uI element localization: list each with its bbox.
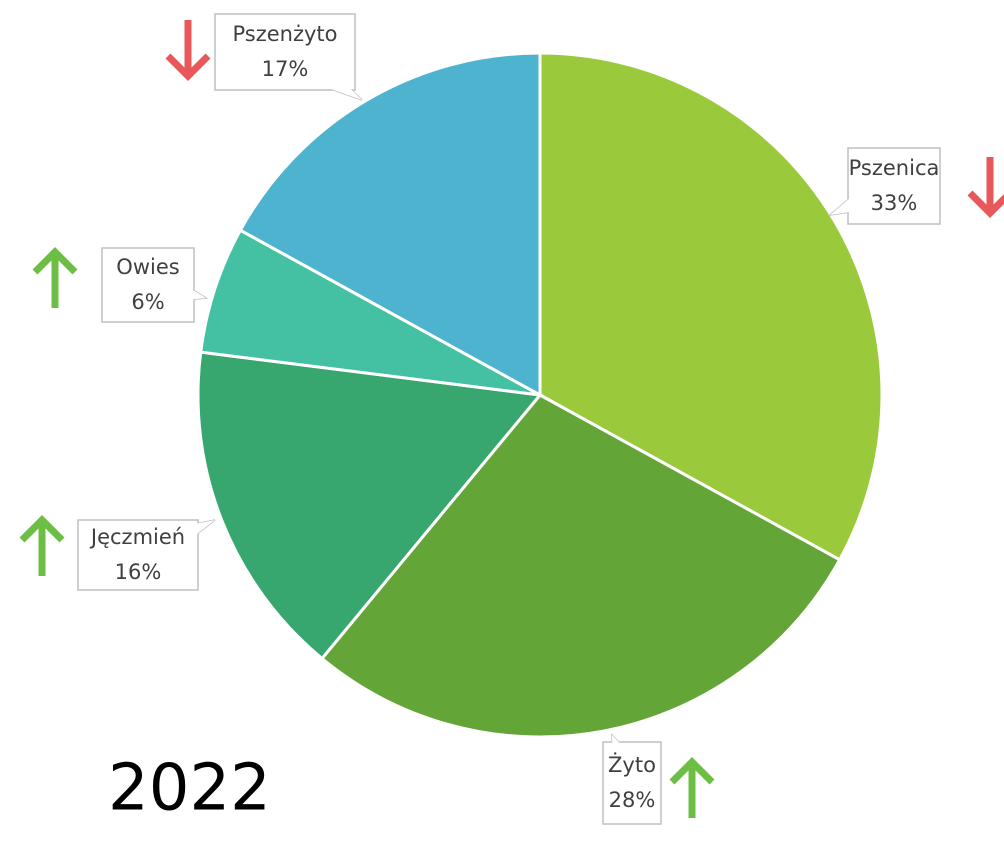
trend-arrow	[165, 20, 211, 81]
data-label: Owies 6%	[32, 247, 209, 323]
pie-slice	[319, 393, 842, 739]
value-label: 28%	[609, 788, 656, 812]
category-label: Pszenica	[849, 156, 940, 180]
pie-slice	[538, 51, 884, 562]
value-label: 6%	[131, 290, 164, 314]
category-label: Pszenżyto	[232, 22, 337, 46]
data-label: Pszenżyto 17%	[165, 13, 363, 101]
trend-arrow	[32, 247, 78, 308]
callout-pointer-fill	[612, 735, 632, 763]
value-label: 33%	[871, 191, 918, 215]
trend-arrow	[967, 157, 1004, 218]
chart-title: 2022	[108, 752, 271, 826]
callout-pointer-fill	[830, 191, 867, 215]
category-label: Żyto	[608, 752, 656, 777]
data-label: Pszenica 33%	[827, 147, 1004, 225]
callout-pointer-fill	[174, 281, 206, 302]
data-label: Jęczmień 16%	[19, 515, 216, 591]
category-label: Owies	[116, 255, 179, 279]
trend-arrow	[19, 515, 65, 576]
callout-box	[602, 741, 662, 825]
callout-box	[847, 147, 941, 225]
pie-slice	[196, 350, 543, 661]
value-label: 16%	[115, 560, 162, 584]
callout-pointer-fill	[172, 520, 215, 547]
callout-pointer-fill	[318, 67, 362, 100]
value-label: 17%	[262, 57, 309, 81]
data-label: Żyto 28%	[602, 733, 715, 825]
trend-arrow	[669, 757, 715, 818]
pie-slice	[199, 228, 541, 397]
pie-slice	[238, 51, 542, 398]
category-label: Jęczmień	[89, 525, 185, 549]
